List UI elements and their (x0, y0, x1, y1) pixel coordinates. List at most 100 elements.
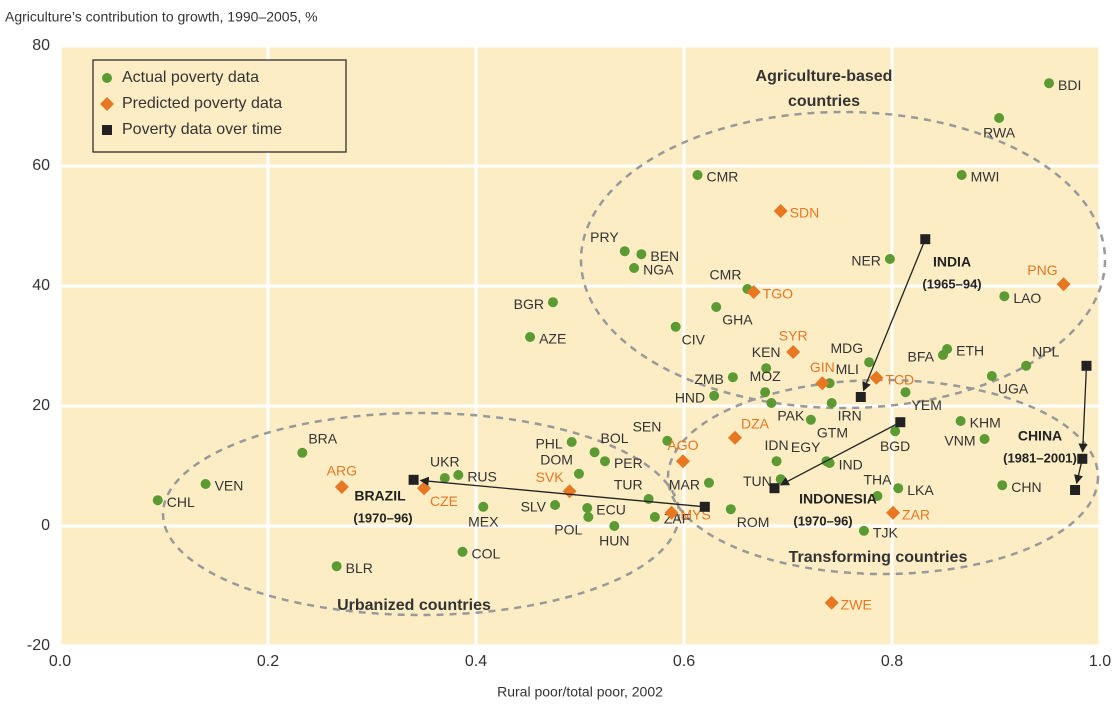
point (703, 477, 714, 488)
point (619, 246, 630, 257)
point-label: THA (863, 472, 892, 488)
chart-title: Agriculture’s contribution to growth, 19… (5, 9, 318, 25)
point (771, 456, 782, 467)
point (893, 483, 904, 494)
point-label: IND (839, 457, 863, 473)
point (746, 285, 761, 299)
legend-label: Poverty data over time (122, 121, 282, 138)
point (773, 204, 788, 218)
x-tick-label: 0.2 (257, 653, 279, 670)
point-label: RWA (983, 125, 1016, 141)
point (805, 414, 816, 425)
legend-marker (102, 125, 112, 135)
point (629, 263, 640, 273)
point (869, 370, 884, 385)
point (453, 470, 464, 480)
point-label: MLI (836, 361, 859, 377)
point-label: POL (554, 522, 582, 538)
point (334, 480, 349, 494)
point (815, 376, 830, 391)
point-label: BDI (1058, 77, 1081, 93)
point (895, 417, 906, 428)
legend-box (92, 59, 347, 153)
point-label: PHL (535, 436, 562, 452)
point-label: BLR (346, 560, 373, 576)
point-label: BGR (514, 296, 544, 312)
point-label: MEX (468, 514, 499, 530)
trajectory-period: (1965–94) (922, 276, 981, 291)
point (1070, 485, 1081, 495)
point (955, 416, 966, 426)
point-label: TCD (885, 372, 914, 388)
point (589, 447, 600, 458)
point-label: ETH (956, 343, 984, 359)
point (824, 595, 839, 610)
point-label: CHN (1011, 479, 1041, 495)
y-tick-label: -20 (27, 637, 50, 654)
point (408, 474, 419, 485)
point (566, 437, 577, 447)
point (649, 512, 660, 522)
point-label: MAR (669, 477, 700, 493)
point (1077, 453, 1088, 464)
point (152, 495, 163, 506)
point (986, 371, 997, 381)
point (727, 372, 738, 383)
point-label: LAO (1013, 290, 1041, 306)
x-tick-label: 0.0 (49, 653, 71, 670)
point-label: ZAR (902, 507, 930, 523)
point (609, 521, 620, 531)
point (937, 350, 948, 360)
point-label: AZE (539, 331, 566, 347)
point-label: NPL (1032, 344, 1059, 360)
trajectory-arrow (862, 238, 926, 392)
x-tick-label: 1.0 (1089, 653, 1111, 670)
point-label: CMR (707, 169, 739, 185)
trajectory-label: INDIA (933, 254, 971, 270)
point-label: PNG (1027, 262, 1057, 278)
point (709, 390, 720, 401)
point (858, 525, 869, 536)
point (662, 435, 673, 446)
point-label: VEN (215, 478, 244, 494)
point-label: ZMB (694, 371, 724, 387)
point (766, 398, 777, 408)
point (478, 501, 489, 512)
point-label: GHA (722, 312, 753, 328)
point (920, 234, 931, 245)
point-label: CHL (167, 494, 195, 510)
point (331, 561, 342, 572)
y-tick-label: 0 (41, 517, 50, 534)
point-label: IRN (838, 408, 862, 424)
point (725, 504, 736, 515)
y-tick-label: 20 (32, 397, 50, 414)
point-label: SDN (790, 205, 820, 221)
region-label: countries (788, 93, 860, 110)
y-tick-label: 60 (32, 157, 50, 174)
point (786, 345, 801, 359)
point (1021, 360, 1032, 371)
point (664, 505, 679, 520)
point-label: NGA (643, 262, 674, 278)
point-label: MOZ (750, 368, 782, 384)
trajectory-arrow (1078, 365, 1088, 453)
point-label: DOM (540, 452, 573, 468)
point-label: CZE (430, 493, 458, 509)
point (872, 491, 883, 501)
point-label: PER (614, 455, 643, 471)
trajectory-period: (1981–2001) (1003, 450, 1077, 465)
trajectory-period: (1970–96) (793, 513, 852, 528)
point (864, 357, 875, 368)
point (200, 479, 211, 489)
point-label: LKA (907, 482, 934, 498)
point-label: TGO (763, 286, 793, 302)
trajectory-label: BRAZIL (354, 488, 406, 504)
point (1081, 360, 1092, 371)
point (727, 430, 742, 445)
region-ellipse (579, 110, 1107, 410)
point-label: BEN (650, 248, 679, 264)
point-label: NER (851, 253, 881, 269)
point (573, 468, 584, 479)
legend-marker (100, 97, 114, 111)
point (884, 254, 895, 264)
